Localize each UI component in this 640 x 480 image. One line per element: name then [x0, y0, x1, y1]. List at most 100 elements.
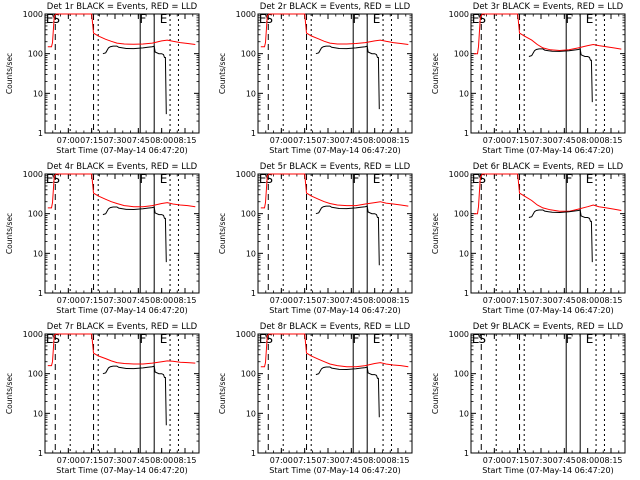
marker-label: E	[46, 12, 54, 26]
x-tick-label: 08:00	[363, 296, 386, 305]
x-tick-label: 08:00	[363, 456, 386, 465]
marker-label: E	[46, 332, 54, 346]
chart-panel-det7: Det 7r BLACK = Events, RED = LLD 1 10 100 10…	[0, 320, 213, 480]
y-tick-label: 1	[464, 289, 469, 298]
y-tick-label: 100	[28, 50, 43, 59]
x-tick-label: 07:15	[293, 296, 316, 305]
series-red-lld-line	[47, 333, 196, 367]
x-tick-label: 07:45	[553, 296, 576, 305]
y-tick-label: 1	[464, 129, 469, 138]
chart-panel-det4: Det 4r BLACK = Events, RED = LLD 1 10 100 10…	[0, 160, 213, 320]
x-tick-label: 08:00	[576, 296, 599, 305]
x-tick-label: 07:15	[506, 456, 529, 465]
y-tick-label: 100	[454, 370, 469, 379]
marker-label: S	[52, 12, 60, 26]
x-tick-label: 07:30	[103, 456, 126, 465]
x-tick-label: 08:15	[386, 296, 409, 305]
marker-label: E	[373, 172, 381, 186]
marker-label: E	[160, 172, 168, 186]
chart-panel-det2: Det 2r BLACK = Events, RED = LLD 1 10 100 10…	[213, 0, 426, 160]
y-tick-label: 10	[459, 249, 469, 258]
y-tick-label: 1	[251, 129, 256, 138]
x-axis-label: Start Time (07-May-14 06:47:20)	[56, 306, 187, 315]
y-tick-label: 10	[246, 249, 256, 258]
marker-label: S	[265, 332, 273, 346]
chart-panel-det1: Det 1r BLACK = Events, RED = LLD 1 10 100 10…	[0, 0, 213, 160]
y-axis-label: Counts/sec	[5, 53, 14, 94]
x-axis-label: Start Time (07-May-14 06:47:20)	[56, 466, 187, 475]
y-tick-label: 1000	[449, 170, 469, 179]
marker-label: E	[160, 332, 168, 346]
y-tick-label: 1000	[236, 170, 256, 179]
x-tick-label: 07:00	[270, 136, 293, 145]
marker-label: E	[472, 12, 480, 26]
x-tick-label: 08:15	[386, 456, 409, 465]
x-tick-label: 08:15	[173, 456, 196, 465]
y-tick-label: 100	[454, 210, 469, 219]
marker-label: F	[353, 172, 360, 186]
x-axis-label: Start Time (07-May-14 06:47:20)	[482, 306, 613, 315]
y-axis-label: Counts/sec	[431, 53, 440, 94]
x-tick-label: 08:15	[173, 296, 196, 305]
marker-label: E	[373, 332, 381, 346]
chart-title: Det 7r BLACK = Events, RED = LLD	[47, 322, 198, 332]
marker-label: F	[566, 332, 573, 346]
x-tick-label: 07:30	[103, 136, 126, 145]
y-tick-label: 10	[33, 89, 43, 98]
y-tick-label: 100	[241, 210, 256, 219]
x-tick-label: 08:15	[599, 136, 622, 145]
x-tick-label: 08:00	[363, 136, 386, 145]
chart-title: Det 1r BLACK = Events, RED = LLD	[47, 2, 198, 12]
marker-label: E	[586, 332, 594, 346]
marker-label: F	[353, 12, 360, 26]
x-tick-label: 07:30	[316, 296, 339, 305]
series-black-events-line	[315, 45, 380, 110]
y-tick-label: 1000	[23, 10, 43, 19]
marker-label: E	[160, 12, 168, 26]
x-tick-label: 07:00	[57, 296, 80, 305]
series-black-events-line	[102, 365, 167, 426]
x-tick-label: 07:00	[57, 456, 80, 465]
x-tick-label: 07:15	[80, 136, 103, 145]
marker-label: S	[52, 172, 60, 186]
x-tick-label: 07:30	[316, 136, 339, 145]
series-black-events-line	[315, 366, 380, 418]
chart-panel-det3: Det 3r BLACK = Events, RED = LLD 1 10 100 10…	[426, 0, 640, 160]
y-axis-label: Counts/sec	[431, 373, 440, 414]
y-tick-label: 10	[246, 409, 256, 418]
x-tick-label: 07:30	[529, 136, 552, 145]
y-tick-label: 10	[459, 409, 469, 418]
x-axis-label: Start Time (07-May-14 06:47:20)	[482, 466, 613, 475]
series-red-lld-line	[47, 13, 196, 48]
series-black-events-line	[102, 206, 167, 263]
x-tick-label: 07:45	[127, 456, 150, 465]
x-tick-label: 07:45	[340, 136, 363, 145]
y-tick-label: 1	[38, 289, 43, 298]
x-tick-label: 07:30	[103, 296, 126, 305]
x-axis-label: Start Time (07-May-14 06:47:20)	[482, 146, 613, 155]
y-axis-label: Counts/sec	[431, 213, 440, 254]
x-tick-label: 07:45	[340, 456, 363, 465]
series-black-events-line	[315, 205, 380, 266]
y-tick-label: 1	[251, 289, 256, 298]
marker-label: S	[265, 172, 273, 186]
x-tick-label: 08:00	[150, 296, 173, 305]
chart-title: Det 8r BLACK = Events, RED = LLD	[260, 322, 411, 332]
series-red-lld-line	[47, 173, 196, 209]
y-tick-label: 100	[241, 370, 256, 379]
y-tick-label: 10	[33, 249, 43, 258]
plot-frame	[44, 333, 200, 454]
y-tick-label: 100	[241, 50, 256, 59]
x-tick-label: 07:15	[293, 136, 316, 145]
marker-label: F	[353, 332, 360, 346]
y-axis-label: Counts/sec	[218, 53, 227, 94]
x-tick-label: 07:15	[506, 296, 529, 305]
x-tick-label: 07:45	[127, 296, 150, 305]
x-axis-label: Start Time (07-May-14 06:47:20)	[269, 146, 400, 155]
y-tick-label: 100	[454, 50, 469, 59]
x-tick-label: 07:00	[483, 296, 506, 305]
chart-title: Det 3r BLACK = Events, RED = LLD	[473, 2, 624, 12]
marker-label: E	[259, 332, 267, 346]
chart-title: Det 2r BLACK = Events, RED = LLD	[260, 2, 411, 12]
plot-frame	[44, 13, 200, 134]
